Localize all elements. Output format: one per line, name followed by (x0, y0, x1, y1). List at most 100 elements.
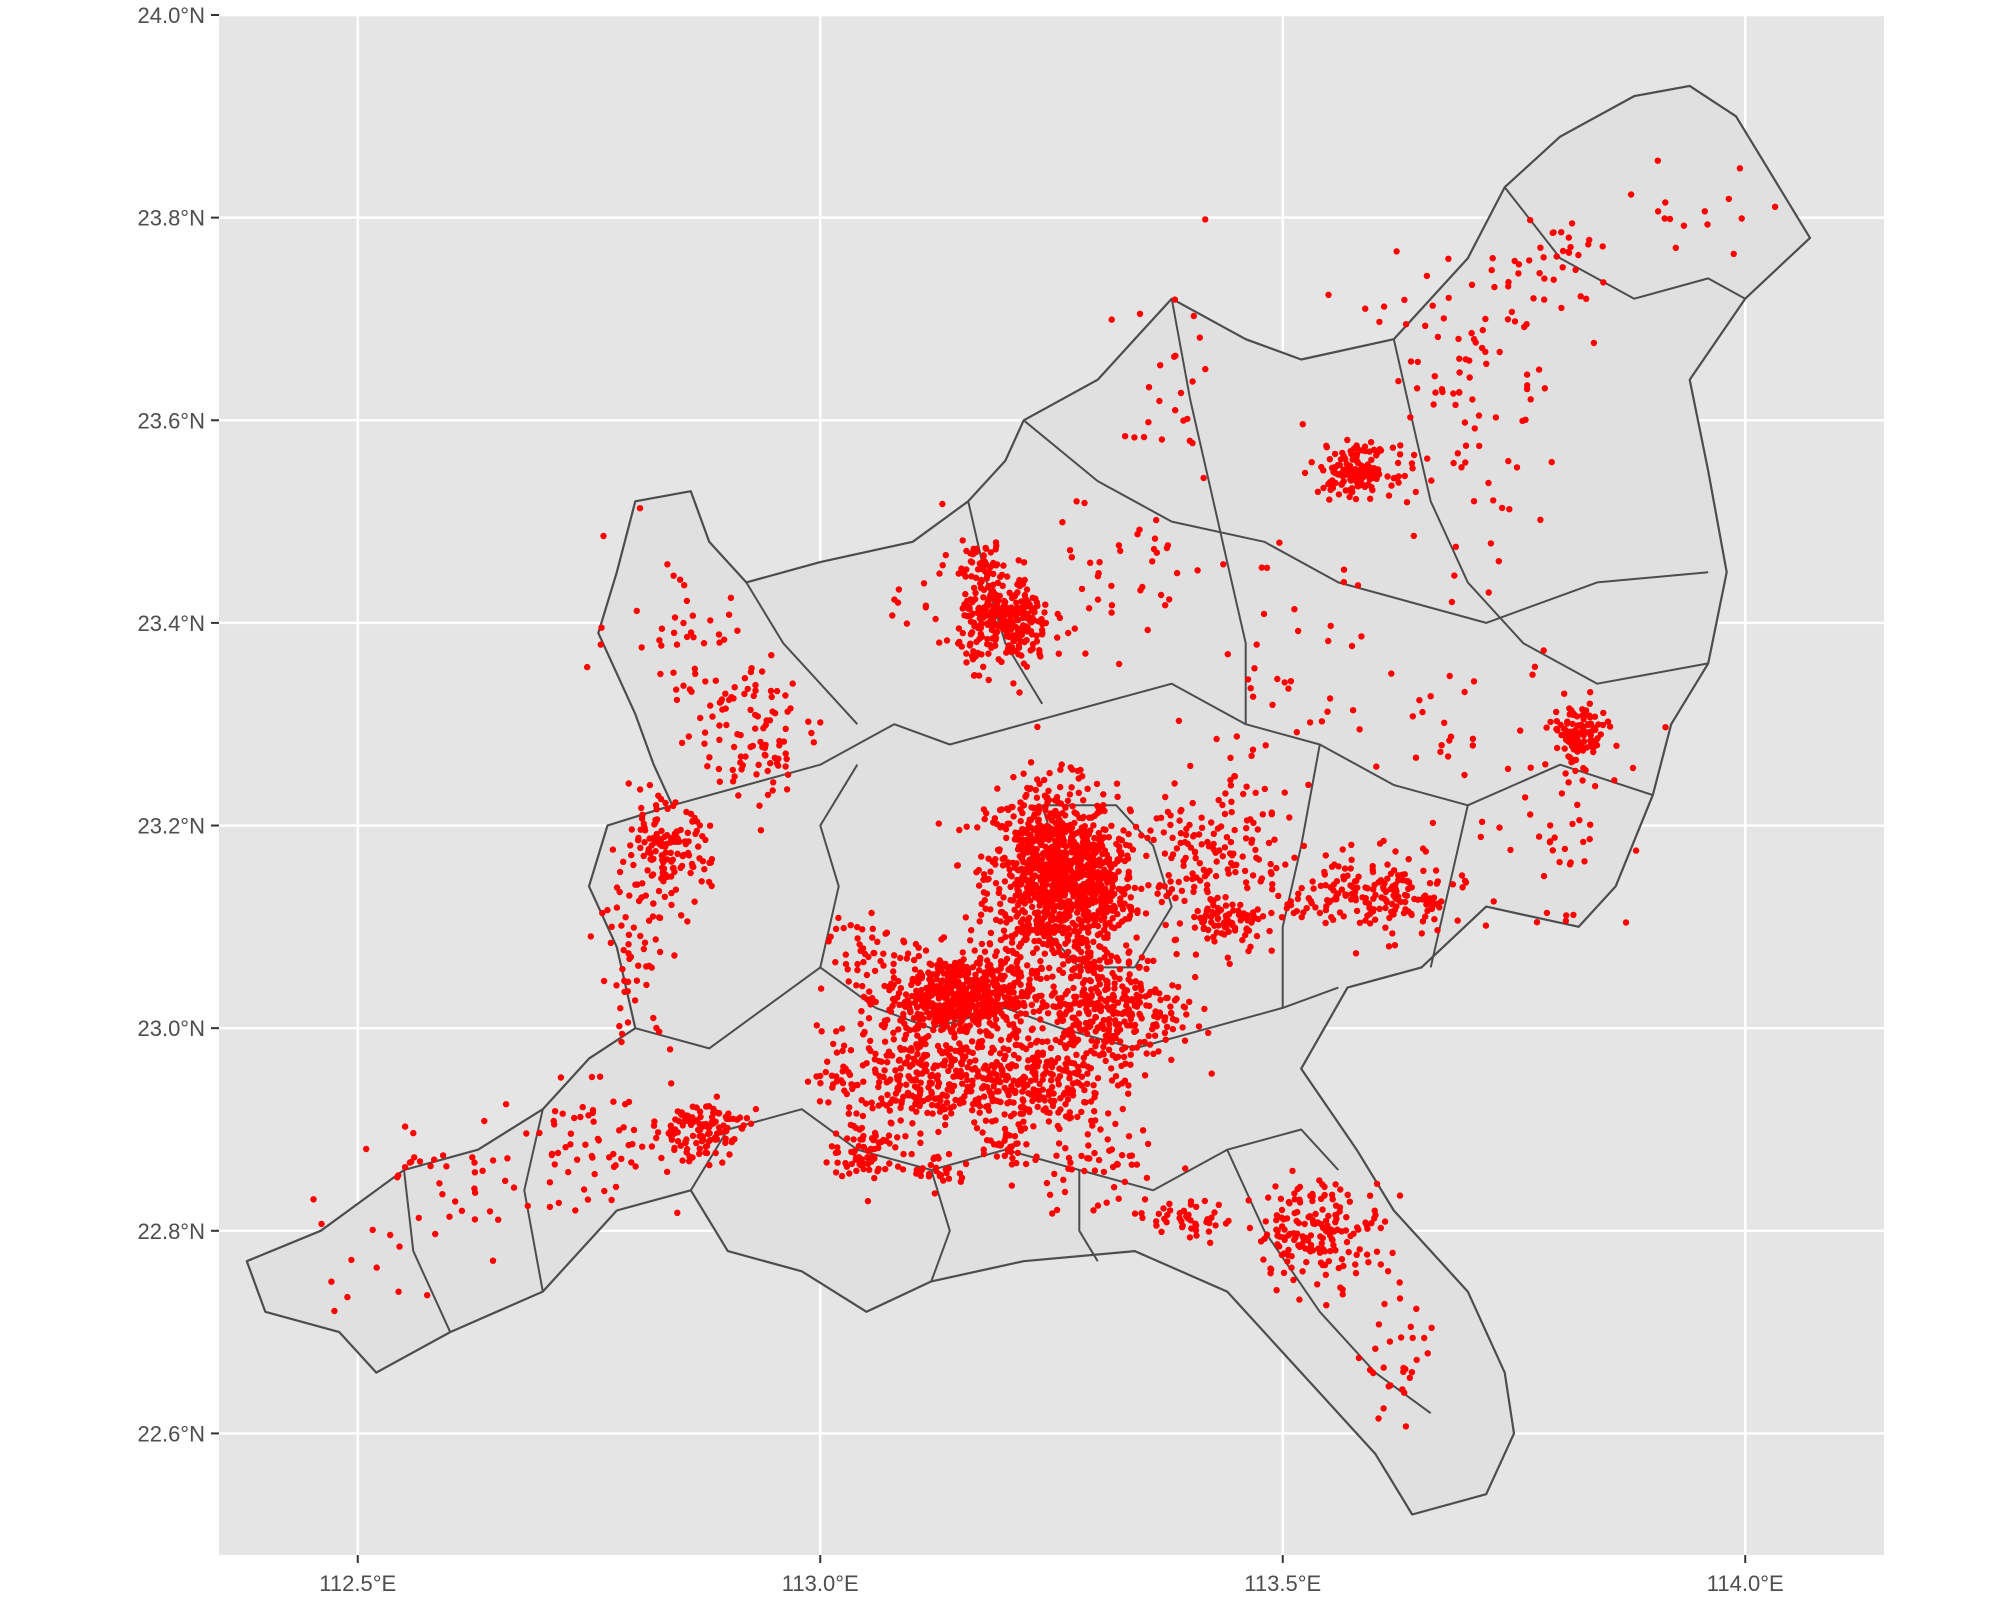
event-point (1462, 459, 1468, 465)
event-point (897, 955, 903, 961)
event-point (1441, 720, 1447, 726)
event-point (613, 1184, 619, 1190)
event-point (923, 947, 929, 953)
event-point (940, 562, 946, 568)
event-point (784, 756, 790, 762)
event-point (896, 1057, 902, 1063)
event-point (1371, 882, 1377, 888)
event-point (915, 1025, 921, 1031)
event-point (861, 994, 867, 1000)
event-point (1519, 418, 1525, 424)
event-point (976, 1095, 982, 1101)
event-point (1018, 881, 1024, 887)
event-point (1176, 1215, 1182, 1221)
event-point (683, 809, 689, 815)
event-point (641, 946, 647, 952)
event-point (1005, 1047, 1011, 1053)
event-point (1088, 994, 1094, 1000)
event-point (1568, 740, 1574, 746)
event-point (1040, 1094, 1046, 1100)
event-point (971, 1119, 977, 1125)
event-point (722, 691, 728, 697)
event-point (1344, 873, 1350, 879)
event-point (1243, 784, 1249, 790)
event-point (1134, 1003, 1140, 1009)
event-point (1016, 557, 1022, 563)
event-point (1029, 1027, 1035, 1033)
event-point (1037, 958, 1043, 964)
event-point (1010, 774, 1016, 780)
event-point (765, 768, 771, 774)
event-point (876, 1102, 882, 1108)
event-point (1228, 799, 1234, 805)
event-point (619, 966, 625, 972)
event-point (1373, 763, 1379, 769)
event-point (1086, 605, 1092, 611)
event-point (1150, 958, 1156, 964)
event-point (608, 1197, 614, 1203)
event-point (1655, 158, 1661, 164)
event-point (1114, 781, 1120, 787)
event-point (987, 906, 993, 912)
event-point (1254, 933, 1260, 939)
event-point (1430, 303, 1436, 309)
event-point (716, 631, 722, 637)
event-point (1057, 1106, 1063, 1112)
event-point (1387, 1382, 1393, 1388)
event-point (1014, 581, 1020, 587)
event-point (723, 705, 729, 711)
event-point (1076, 775, 1082, 781)
event-point (886, 1078, 892, 1084)
event-point (1386, 492, 1392, 498)
event-point (1202, 216, 1208, 222)
event-point (1587, 689, 1593, 695)
event-point (716, 737, 722, 743)
event-point (940, 1177, 946, 1183)
event-point (1048, 1077, 1054, 1083)
event-point (1388, 670, 1394, 676)
event-point (626, 932, 632, 938)
event-point (978, 853, 984, 859)
event-point (1366, 900, 1372, 906)
event-point (1572, 267, 1578, 273)
event-point (627, 842, 633, 848)
event-point (1364, 1226, 1370, 1232)
event-point (1128, 894, 1134, 900)
event-point (926, 1095, 932, 1101)
event-point (1371, 465, 1377, 471)
event-point (1016, 943, 1022, 949)
event-point (1047, 1089, 1053, 1095)
event-point (348, 1257, 354, 1263)
event-point (1082, 955, 1088, 961)
event-point (1248, 919, 1254, 925)
event-point (1066, 1115, 1072, 1121)
event-point (973, 639, 979, 645)
event-point (1133, 1028, 1139, 1034)
event-point (1044, 975, 1050, 981)
event-point (1005, 1003, 1011, 1009)
event-point (1075, 875, 1081, 881)
event-point (1168, 855, 1174, 861)
event-point (1035, 818, 1041, 824)
event-point (1330, 485, 1336, 491)
event-point (1554, 253, 1560, 259)
event-point (1167, 812, 1173, 818)
event-point (886, 1160, 892, 1166)
event-point (1310, 1220, 1316, 1226)
event-point (1022, 1125, 1028, 1131)
event-point (511, 1184, 517, 1190)
event-point (1613, 743, 1619, 749)
event-point (1056, 827, 1062, 833)
event-point (590, 1119, 596, 1125)
event-point (1397, 1279, 1403, 1285)
event-point (949, 1088, 955, 1094)
event-point (1061, 924, 1067, 930)
event-point (1347, 882, 1353, 888)
event-point (1100, 1050, 1106, 1056)
event-point (1009, 939, 1015, 945)
event-point (1214, 858, 1220, 864)
event-point (1082, 828, 1088, 834)
event-point (1043, 861, 1049, 867)
event-point (1069, 849, 1075, 855)
event-point (834, 1160, 840, 1166)
